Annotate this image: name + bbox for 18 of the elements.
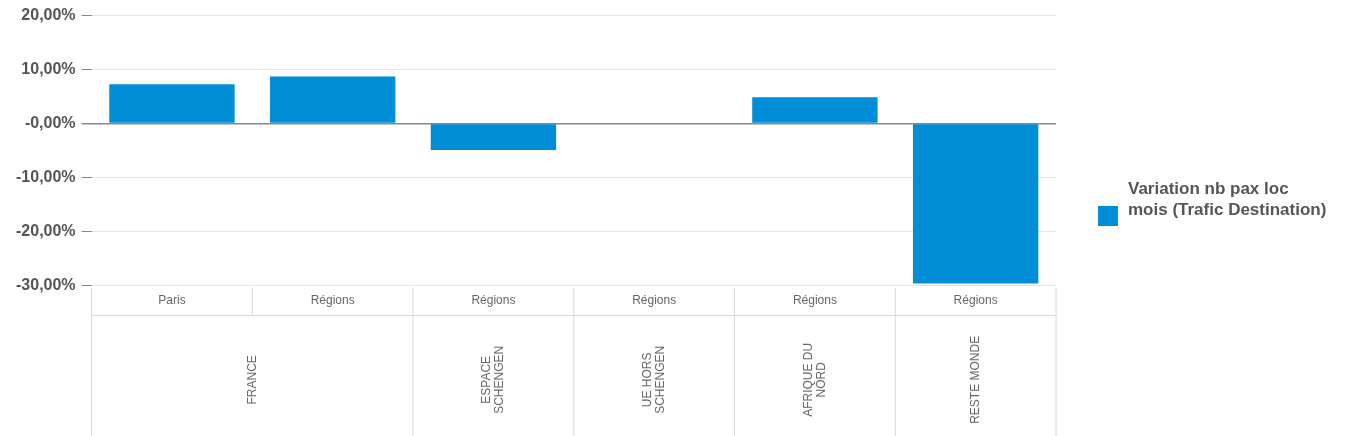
- text: Variation nb pax loc mois (Trafic Destination): [1128, 178, 1328, 220]
- y-tick-label: -0,00%: [24, 114, 76, 132]
- y-tick-label: -20,00%: [16, 222, 76, 240]
- x-tick-label: Régions: [953, 293, 998, 308]
- text: FRANCE: [244, 355, 259, 405]
- y-tick-label: 20,00%: [21, 6, 76, 24]
- text: ESPACE SCHENGEN: [479, 345, 507, 414]
- y-tick-label: -10,00%: [16, 168, 76, 186]
- text: AFRIQUE DU NORD: [800, 342, 828, 417]
- text: UE HORS SCHENGEN: [639, 345, 667, 414]
- x-tick-label: Paris: [158, 293, 186, 308]
- x-tick-label: Régions: [310, 293, 355, 308]
- text: RESTE MONDE: [967, 335, 982, 424]
- y-tick-label: -30,00%: [16, 276, 76, 294]
- x-tick-label: Régions: [792, 293, 837, 308]
- y-tick-label: 10,00%: [21, 60, 76, 78]
- x-tick-label: Régions: [632, 293, 677, 308]
- x-tick-label: Régions: [471, 293, 516, 308]
